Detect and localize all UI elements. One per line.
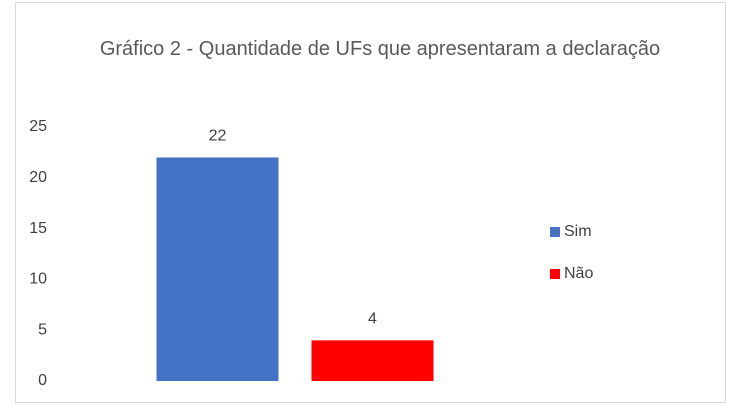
y-tick-label: 10 bbox=[29, 271, 47, 288]
y-tick-label: 0 bbox=[38, 372, 47, 389]
legend-label: Sim bbox=[564, 223, 592, 240]
data-label: 22 bbox=[209, 128, 227, 145]
legend-swatch bbox=[550, 227, 560, 237]
legend-swatch bbox=[550, 269, 560, 279]
bar bbox=[311, 340, 434, 381]
y-tick-label: 25 bbox=[29, 118, 47, 135]
bar bbox=[156, 157, 279, 381]
y-tick-label: 5 bbox=[38, 321, 47, 338]
y-tick-label: 20 bbox=[29, 169, 47, 186]
chart-title: Gráfico 2 - Quantidade de UFs que aprese… bbox=[99, 38, 661, 60]
y-tick-label: 15 bbox=[29, 220, 47, 237]
data-label: 4 bbox=[368, 311, 377, 328]
chart-border bbox=[15, 2, 726, 403]
legend-label: Não bbox=[564, 265, 593, 282]
